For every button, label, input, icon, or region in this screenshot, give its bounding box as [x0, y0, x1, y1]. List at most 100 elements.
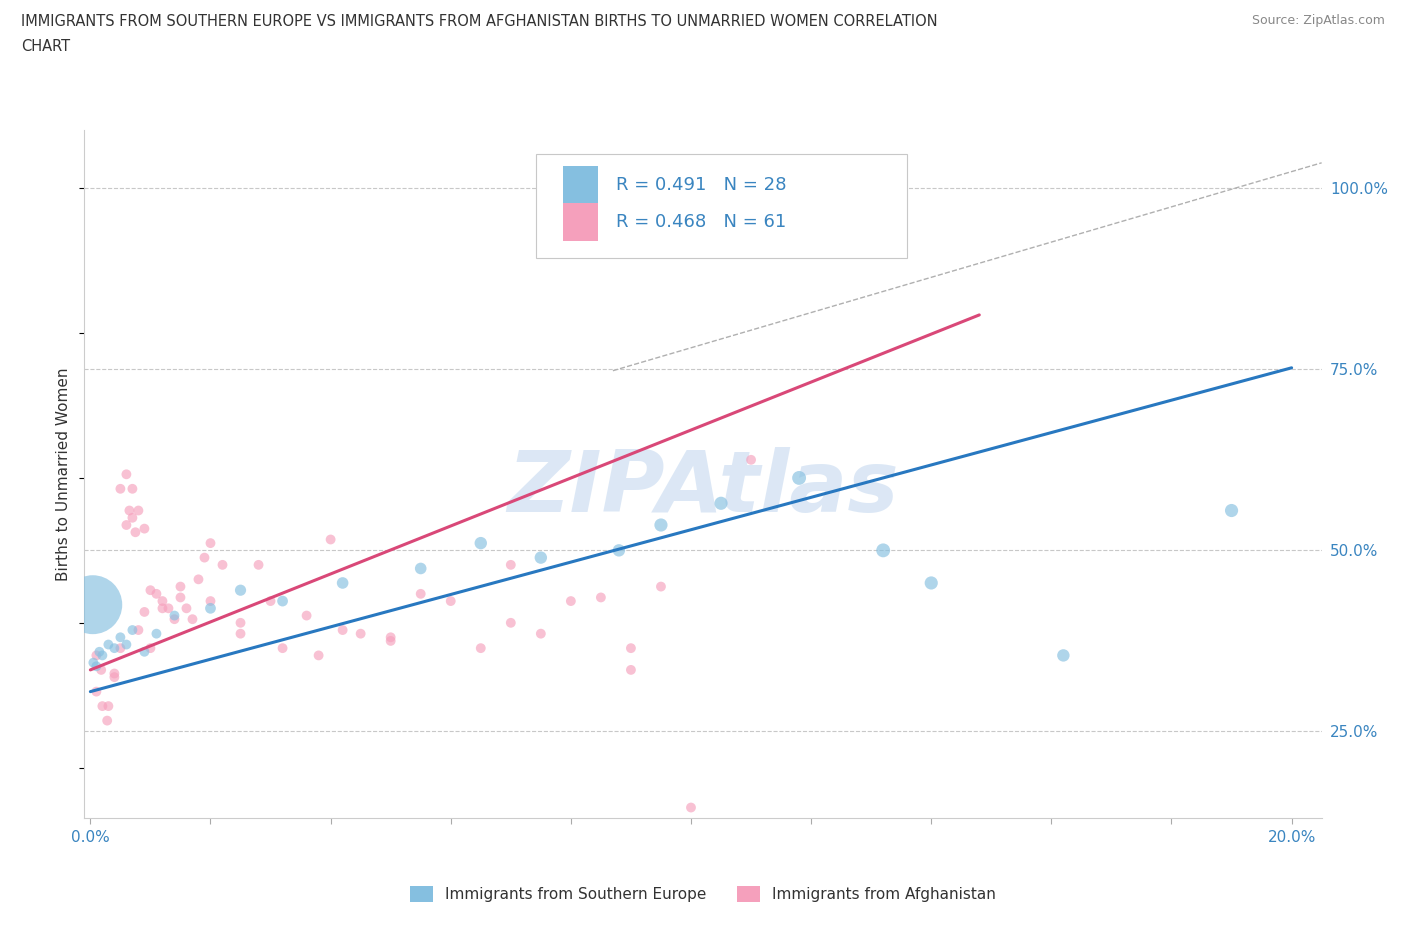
Point	[259, 593, 281, 608]
Point	[1220, 503, 1243, 518]
Point	[110, 630, 132, 644]
FancyBboxPatch shape	[536, 154, 907, 258]
Point	[620, 641, 643, 656]
Point	[440, 593, 463, 608]
Point	[470, 536, 492, 551]
Point	[121, 511, 143, 525]
Point	[530, 626, 553, 641]
Point	[163, 612, 186, 627]
Point	[229, 616, 252, 631]
Point	[350, 626, 373, 641]
Point	[145, 626, 167, 641]
Point	[380, 633, 402, 648]
Point	[110, 641, 132, 656]
Point	[620, 662, 643, 677]
Point	[308, 648, 330, 663]
Point	[200, 536, 222, 551]
Point	[176, 601, 198, 616]
Point	[650, 518, 672, 533]
Point	[169, 590, 191, 604]
FancyBboxPatch shape	[564, 203, 598, 241]
Point	[409, 561, 432, 576]
Point	[86, 658, 108, 673]
Point	[650, 579, 672, 594]
Point	[97, 637, 120, 652]
Point	[679, 800, 702, 815]
Point	[332, 622, 354, 637]
Point	[710, 496, 733, 511]
Point	[91, 648, 114, 663]
Point	[1052, 648, 1074, 663]
Point	[82, 656, 104, 671]
Point	[127, 622, 149, 637]
Y-axis label: Births to Unmarried Women: Births to Unmarried Women	[56, 367, 72, 581]
Point	[740, 452, 762, 467]
Point	[115, 518, 138, 533]
Point	[229, 626, 252, 641]
Point	[589, 590, 612, 604]
Point	[86, 648, 108, 663]
Point	[115, 637, 138, 652]
Point	[499, 616, 522, 631]
Point	[152, 593, 174, 608]
Point	[187, 572, 209, 587]
Point	[247, 557, 270, 572]
Point	[560, 593, 582, 608]
Point	[271, 641, 294, 656]
Text: ZIPAtlas: ZIPAtlas	[508, 446, 898, 529]
Text: CHART: CHART	[21, 39, 70, 54]
Point	[200, 593, 222, 608]
Point	[332, 576, 354, 591]
Text: R = 0.468   N = 61: R = 0.468 N = 61	[616, 213, 786, 231]
Point	[103, 670, 125, 684]
Point	[872, 543, 894, 558]
FancyBboxPatch shape	[564, 166, 598, 205]
Point	[200, 601, 222, 616]
Point	[319, 532, 342, 547]
Point	[121, 622, 143, 637]
Point	[124, 525, 146, 539]
Point	[103, 641, 125, 656]
Point	[134, 644, 156, 659]
Point	[229, 583, 252, 598]
Point	[97, 698, 120, 713]
Point	[409, 587, 432, 602]
Point	[96, 713, 118, 728]
Point	[103, 666, 125, 681]
Point	[295, 608, 318, 623]
Point	[193, 551, 215, 565]
Point	[380, 630, 402, 644]
Legend: Immigrants from Southern Europe, Immigrants from Afghanistan: Immigrants from Southern Europe, Immigra…	[404, 880, 1002, 909]
Point	[139, 583, 162, 598]
Point	[127, 503, 149, 518]
Point	[110, 482, 132, 497]
Point	[211, 557, 233, 572]
Point	[163, 608, 186, 623]
Point	[607, 543, 630, 558]
Point	[271, 593, 294, 608]
Point	[181, 612, 204, 627]
Point	[134, 604, 156, 619]
Point	[121, 482, 143, 497]
Point	[920, 576, 942, 591]
Point	[89, 644, 111, 659]
Point	[530, 551, 553, 565]
Point	[787, 471, 810, 485]
Point	[90, 662, 112, 677]
Point	[152, 601, 174, 616]
Point	[91, 698, 114, 713]
Point	[134, 521, 156, 536]
Point	[145, 587, 167, 602]
Point	[86, 684, 108, 699]
Point	[157, 601, 180, 616]
Point	[139, 641, 162, 656]
Point	[118, 503, 141, 518]
Point	[115, 467, 138, 482]
Point	[82, 597, 104, 612]
Point	[169, 579, 191, 594]
Point	[470, 641, 492, 656]
Point	[499, 557, 522, 572]
Text: Source: ZipAtlas.com: Source: ZipAtlas.com	[1251, 14, 1385, 27]
Text: R = 0.491   N = 28: R = 0.491 N = 28	[616, 177, 787, 194]
Text: IMMIGRANTS FROM SOUTHERN EUROPE VS IMMIGRANTS FROM AFGHANISTAN BIRTHS TO UNMARRI: IMMIGRANTS FROM SOUTHERN EUROPE VS IMMIG…	[21, 14, 938, 29]
